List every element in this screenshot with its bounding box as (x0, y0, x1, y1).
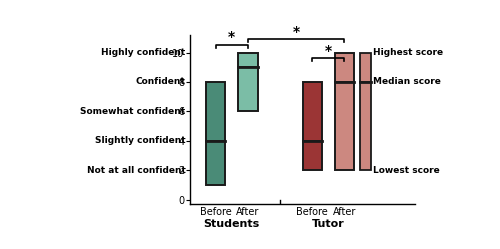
Bar (302, 82, 322, 141)
Text: Slightly confident: Slightly confident (95, 136, 186, 145)
Bar (206, 141, 226, 185)
Text: Highest score: Highest score (374, 48, 444, 57)
Text: Before: Before (296, 207, 328, 217)
Bar (334, 53, 354, 82)
Bar (238, 53, 258, 67)
Text: Lowest score: Lowest score (374, 166, 440, 175)
Text: Somewhat confident: Somewhat confident (80, 107, 186, 116)
Bar (334, 82, 354, 170)
Text: Median score: Median score (374, 77, 442, 86)
Bar (302, 141, 322, 170)
Bar (206, 82, 226, 141)
Text: Confident: Confident (136, 77, 186, 86)
Text: Tutor: Tutor (312, 219, 344, 229)
Bar (360, 82, 371, 170)
Text: Not at all confident: Not at all confident (86, 166, 186, 175)
Bar (360, 53, 371, 82)
Text: After: After (236, 207, 260, 217)
Text: Highly confident: Highly confident (101, 48, 186, 57)
Text: *: * (292, 25, 300, 39)
Text: After: After (332, 207, 356, 217)
Text: *: * (324, 44, 332, 58)
Text: Before: Before (200, 207, 232, 217)
Bar (238, 67, 258, 111)
Text: Students: Students (204, 219, 260, 229)
Text: *: * (228, 30, 235, 44)
